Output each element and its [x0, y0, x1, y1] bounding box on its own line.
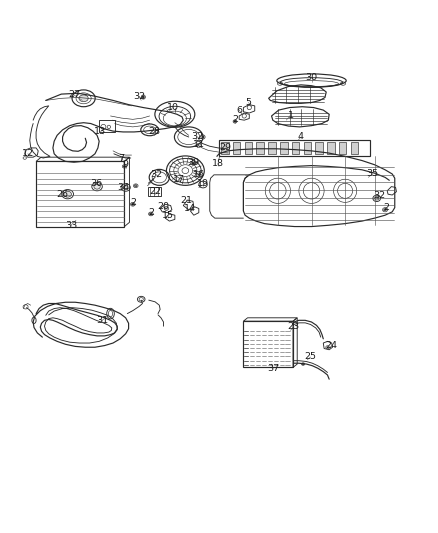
Text: 25: 25	[305, 352, 317, 361]
Ellipse shape	[302, 364, 304, 365]
Text: 6: 6	[236, 106, 242, 115]
Polygon shape	[245, 142, 252, 154]
Text: 34: 34	[117, 183, 129, 192]
Ellipse shape	[384, 209, 386, 211]
Text: 36: 36	[90, 179, 102, 188]
Ellipse shape	[142, 96, 145, 98]
Bar	[148, 188, 161, 196]
Ellipse shape	[131, 203, 134, 205]
Polygon shape	[327, 142, 335, 154]
Text: 2: 2	[148, 208, 154, 217]
Text: 10: 10	[167, 103, 179, 112]
Text: 2: 2	[232, 115, 238, 124]
Text: 18: 18	[212, 159, 224, 168]
Polygon shape	[233, 142, 240, 154]
Text: 33: 33	[65, 221, 77, 230]
Text: 2: 2	[383, 203, 389, 212]
Text: 35: 35	[367, 169, 378, 179]
Text: 19: 19	[197, 179, 209, 188]
Ellipse shape	[94, 184, 100, 189]
Text: 32: 32	[151, 171, 163, 179]
Text: 39: 39	[188, 158, 200, 167]
Bar	[99, 120, 115, 132]
Text: 9: 9	[123, 160, 129, 169]
Text: 31: 31	[96, 316, 108, 325]
Polygon shape	[339, 142, 346, 154]
Text: 4: 4	[298, 133, 304, 141]
Text: 22: 22	[149, 187, 161, 196]
Ellipse shape	[164, 207, 169, 211]
Ellipse shape	[64, 191, 71, 197]
Polygon shape	[221, 142, 229, 154]
Text: 5: 5	[245, 98, 251, 107]
Polygon shape	[315, 142, 323, 154]
Text: 32: 32	[191, 133, 203, 141]
Ellipse shape	[234, 120, 236, 122]
Text: 15: 15	[162, 211, 174, 220]
Text: 7: 7	[118, 154, 124, 163]
Polygon shape	[292, 142, 299, 154]
Text: 24: 24	[326, 341, 338, 350]
Polygon shape	[268, 142, 276, 154]
Text: 13: 13	[94, 127, 106, 135]
Text: 11: 11	[193, 140, 205, 149]
Polygon shape	[280, 142, 287, 154]
Text: 21: 21	[180, 196, 192, 205]
Text: 32: 32	[133, 92, 145, 101]
Polygon shape	[304, 142, 311, 154]
Text: 16: 16	[193, 171, 205, 179]
Ellipse shape	[202, 136, 204, 138]
Text: 14: 14	[184, 204, 196, 213]
Ellipse shape	[134, 185, 137, 187]
Text: 20: 20	[158, 203, 170, 211]
Ellipse shape	[79, 95, 88, 102]
Polygon shape	[350, 142, 358, 154]
Ellipse shape	[124, 166, 125, 167]
Ellipse shape	[193, 163, 194, 164]
Text: 28: 28	[148, 127, 160, 136]
Text: 1: 1	[287, 111, 293, 119]
Text: 26: 26	[57, 190, 69, 199]
Text: 2: 2	[130, 198, 136, 207]
Text: 17: 17	[173, 174, 185, 183]
Polygon shape	[256, 142, 264, 154]
Text: 23: 23	[288, 322, 300, 330]
Text: 29: 29	[219, 143, 231, 152]
Ellipse shape	[150, 213, 152, 215]
Text: 32: 32	[374, 191, 386, 200]
Text: 12: 12	[22, 149, 34, 158]
Text: 37: 37	[267, 364, 279, 373]
Text: 30: 30	[305, 73, 318, 82]
Text: 27: 27	[68, 91, 80, 100]
